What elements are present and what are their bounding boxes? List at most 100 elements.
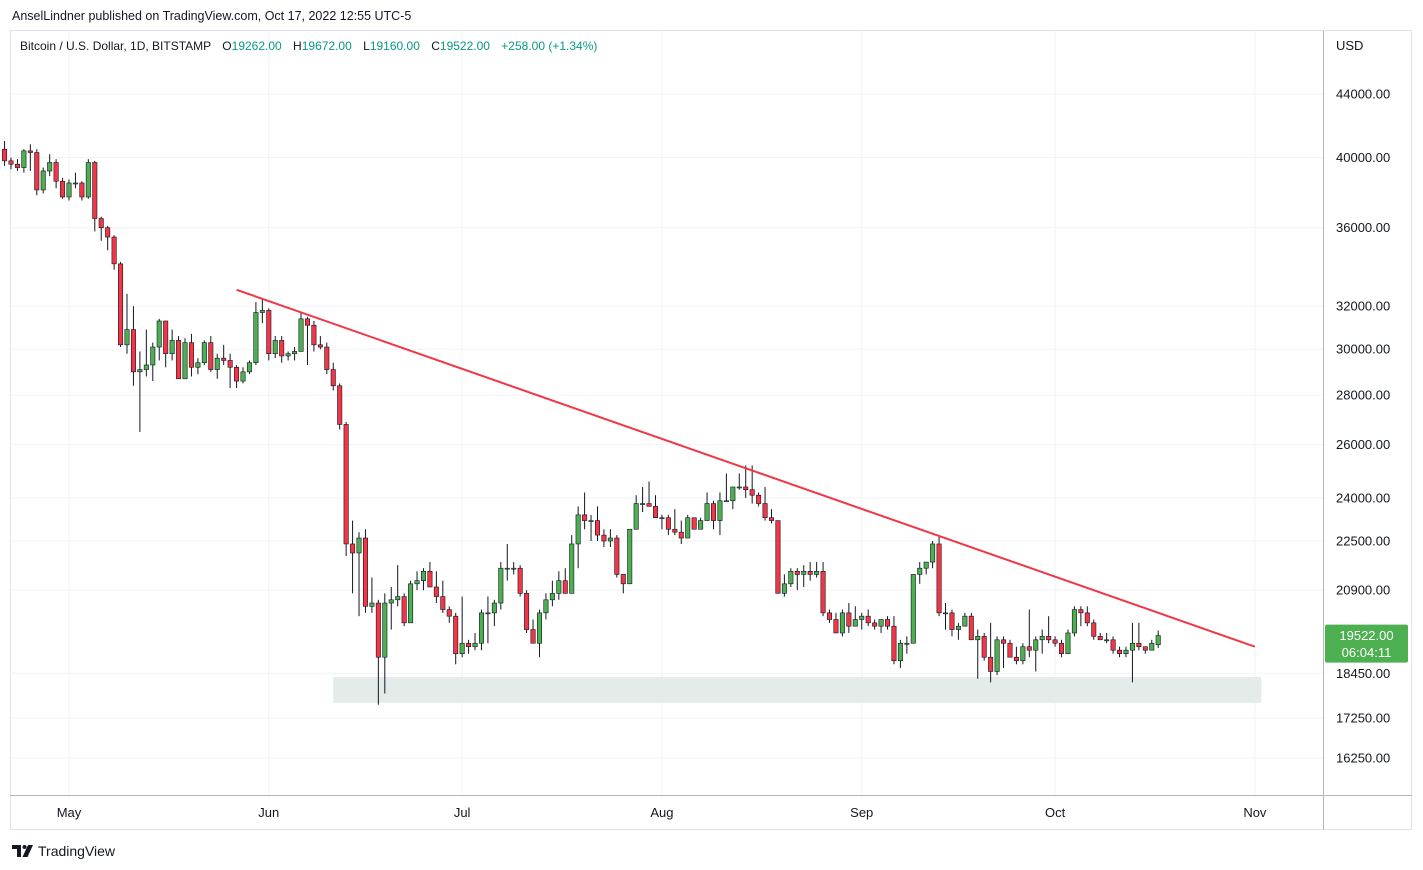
candle [569,535,575,594]
candles-layer [2,141,1161,705]
candle [1001,636,1007,668]
candle-body [930,543,936,563]
x-tick-label: May [57,805,82,820]
candle [949,609,955,637]
candle [1097,632,1103,641]
candle [427,562,433,588]
candle [943,603,949,630]
candle-body [195,362,201,368]
x-tick-label: Sep [850,805,873,820]
candle [936,535,942,617]
candle-body [968,615,974,641]
candle-body [943,612,949,615]
candle-body [79,182,85,198]
candle-body [691,517,697,530]
candle-body [1117,649,1123,654]
candle-body [659,517,665,520]
support-zone-rect[interactable] [333,676,1262,703]
candle-body [60,180,66,198]
candle-body [511,567,517,570]
candle-body [53,162,59,182]
candle [594,506,600,541]
symbol-label[interactable]: Bitcoin / U.S. Dollar, 1D, BITSTAMP [20,39,211,53]
open-value: 19262.00 [231,39,282,53]
candle-body [827,612,833,620]
last-price-label: 19522.00 06:04:11 [1325,624,1408,663]
candle-body [627,528,633,585]
candle-body [279,340,285,357]
candle-body [1084,612,1090,624]
candle-body [833,619,839,634]
candle-body [408,583,414,624]
candle [749,465,755,504]
candle-body [910,574,916,644]
y-tick-label: 32000.00 [1336,299,1390,314]
candle-body [156,320,162,348]
candle [801,565,807,587]
candle-body [369,602,375,607]
candle-body [923,561,929,569]
candle-body [1065,632,1071,654]
candle-body [414,580,420,585]
candle-body [208,342,214,370]
tradingview-brand[interactable]: TradingView [12,843,115,859]
candle-body [530,629,536,644]
candle [92,160,98,232]
candle [530,619,536,644]
descending-trendline[interactable] [236,288,1256,648]
candle-body [878,619,884,627]
candle [704,492,710,521]
candle-body [66,182,72,198]
candle [517,565,523,597]
candle [1071,606,1077,637]
publish-line: AnselLindner published on TradingView.co… [12,9,412,23]
candle-body [543,599,549,614]
candle [85,159,91,199]
candle-body [1039,636,1045,641]
candle [543,593,549,620]
high-label: H [293,39,302,53]
candle-body [453,615,459,654]
candle-body [949,612,955,630]
candle-body [1026,646,1032,651]
candle-body [375,602,381,658]
candle [375,599,381,705]
currency-label[interactable]: USD [1336,38,1364,53]
candle [968,612,974,641]
candle-body [588,520,594,522]
candle-body [234,366,240,382]
candle-body [988,656,994,672]
candle [904,636,910,654]
candle [169,329,175,361]
candle [298,312,304,352]
candle-body [562,580,568,594]
candle-body [188,342,194,368]
candle-body [395,596,401,601]
candle-body [105,227,111,238]
candle-body [1033,639,1039,651]
candle [1078,606,1084,627]
candle-body [1020,646,1026,662]
change-value: +258.00 (+1.34%) [501,39,598,53]
open-label: O [222,39,232,53]
candle [388,586,394,630]
candle-body [524,593,530,630]
candle [27,144,33,171]
candle-body [794,570,800,575]
candle-body [640,503,646,505]
candle-body [917,567,923,575]
candle-body [401,596,407,624]
candle [72,172,78,189]
candle [188,333,194,377]
candle [524,590,530,633]
candle-body [1071,609,1077,634]
candle-body [1104,639,1110,642]
candle [814,562,820,578]
candle-body [575,514,581,545]
candle-body [21,150,27,168]
candle-body [936,543,942,614]
candle-body [92,162,98,219]
candle [1104,632,1110,644]
last-price-value: 19522.00 [1339,628,1393,643]
